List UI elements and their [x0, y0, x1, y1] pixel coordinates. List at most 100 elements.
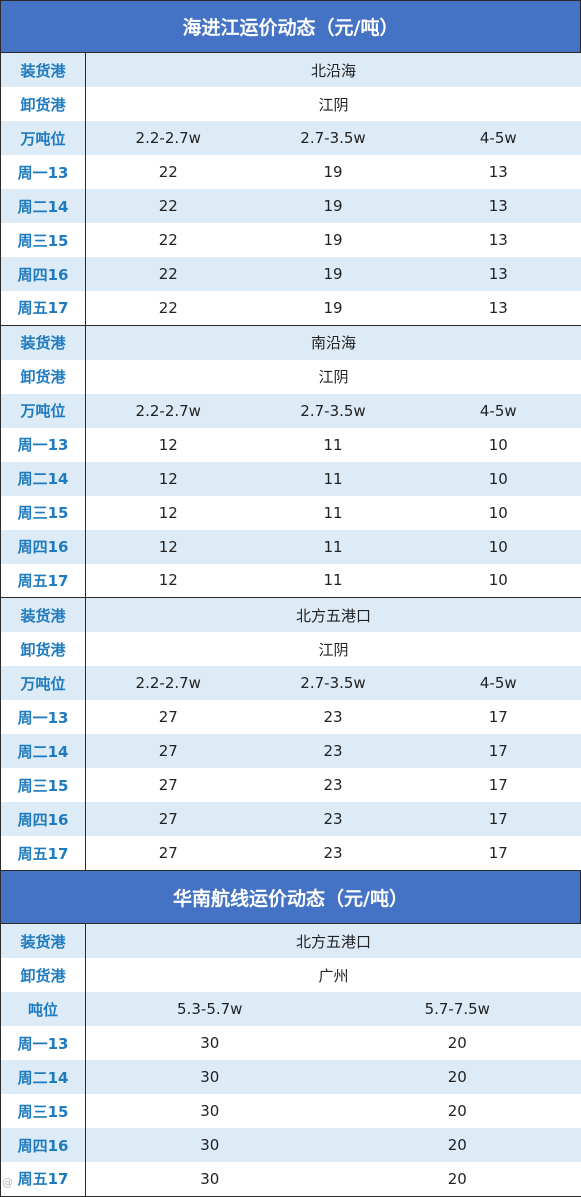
- rate-value: 30: [86, 1094, 334, 1128]
- rate-value: 27: [86, 734, 251, 768]
- rate-value: 30: [86, 1128, 334, 1162]
- rate-value: 13: [416, 189, 581, 223]
- rate-value: 17: [416, 700, 581, 734]
- rate-value: 11: [251, 496, 416, 530]
- tonnage-range: 4-5w: [416, 666, 581, 700]
- day-label: 周一13: [1, 700, 86, 734]
- rate-value: 17: [416, 768, 581, 802]
- rate-value: 10: [416, 462, 581, 496]
- day-label: 周五17: [1, 836, 86, 870]
- table-row: 装货港南沿海: [1, 326, 581, 360]
- rate-value: 22: [86, 155, 251, 189]
- tonnage-label: 万吨位: [1, 121, 86, 155]
- tonnage-range: 2.7-3.5w: [251, 121, 416, 155]
- table-row: 装货港北方五港口: [1, 924, 581, 958]
- tonnage-range: 4-5w: [416, 121, 581, 155]
- section2-title: 华南航线运价动态（元/吨）: [1, 871, 581, 924]
- tonnage-range: 2.7-3.5w: [251, 394, 416, 428]
- unload-port-value: 广州: [86, 958, 581, 992]
- section2-banner: 华南航线运价动态（元/吨）: [0, 870, 581, 924]
- rate-value: 12: [86, 462, 251, 496]
- rate-value: 27: [86, 768, 251, 802]
- unload-port-value: 江阴: [86, 632, 581, 666]
- table-row: 卸货港江阴: [1, 360, 581, 394]
- rate-value: 12: [86, 428, 251, 462]
- rate-value: 13: [416, 155, 581, 189]
- table-row: 卸货港广州: [1, 958, 581, 992]
- load-port-label: 装货港: [1, 326, 86, 360]
- rate-value: 17: [416, 836, 581, 870]
- day-label: 周三15: [1, 768, 86, 802]
- rate-value: 19: [251, 223, 416, 257]
- rate-value: 10: [416, 530, 581, 564]
- rate-value: 20: [334, 1094, 581, 1128]
- rate-value: 19: [251, 155, 416, 189]
- day-label: 周五17: [1, 1162, 86, 1196]
- rate-value: 10: [416, 428, 581, 462]
- table-row: 卸货港江阴: [1, 87, 581, 121]
- rate-value: 13: [416, 257, 581, 291]
- rate-value: 23: [251, 734, 416, 768]
- day-label: 周五17: [1, 564, 86, 598]
- rate-value: 12: [86, 564, 251, 598]
- day-label: 周二14: [1, 189, 86, 223]
- rate-value: 30: [86, 1060, 334, 1094]
- load-port-label: 装货港: [1, 53, 86, 87]
- table-row: 装货港北沿海: [1, 53, 581, 87]
- unload-port-label: 卸货港: [1, 87, 86, 121]
- rate-value: 30: [86, 1026, 334, 1060]
- rate-value: 22: [86, 257, 251, 291]
- rate-value: 27: [86, 802, 251, 836]
- rate-value: 19: [251, 189, 416, 223]
- rate-value: 22: [86, 223, 251, 257]
- rate-value: 27: [86, 836, 251, 870]
- tonnage-label: 吨位: [1, 992, 86, 1026]
- table-row: 装货港北方五港口: [1, 598, 581, 632]
- rate-value: 13: [416, 223, 581, 257]
- tonnage-range: 2.2-2.7w: [86, 666, 251, 700]
- rate-value: 19: [251, 291, 416, 325]
- load-port-value: 南沿海: [86, 326, 581, 360]
- day-label: 周三15: [1, 496, 86, 530]
- rate-value: 20: [334, 1026, 581, 1060]
- day-label: 周三15: [1, 1094, 86, 1128]
- load-port-value: 北方五港口: [86, 924, 581, 958]
- day-label: 周二14: [1, 734, 86, 768]
- day-label: 周一13: [1, 1026, 86, 1060]
- tonnage-range: 2.2-2.7w: [86, 121, 251, 155]
- tonnage-range: 2.7-3.5w: [251, 666, 416, 700]
- load-port-label: 装货港: [1, 598, 86, 632]
- rate-value: 30: [86, 1162, 334, 1196]
- section1-title: 海进江运价动态（元/吨）: [1, 1, 581, 53]
- rate-value: 10: [416, 564, 581, 598]
- load-port-label: 装货港: [1, 924, 86, 958]
- rate-value: 12: [86, 530, 251, 564]
- tonnage-label: 万吨位: [1, 394, 86, 428]
- rate-value: 11: [251, 428, 416, 462]
- table-row: 卸货港江阴: [1, 632, 581, 666]
- day-label: 周五17: [1, 291, 86, 325]
- rate-value: 11: [251, 462, 416, 496]
- tonnage-range: 5.7-7.5w: [334, 992, 581, 1026]
- unload-port-value: 江阴: [86, 87, 581, 121]
